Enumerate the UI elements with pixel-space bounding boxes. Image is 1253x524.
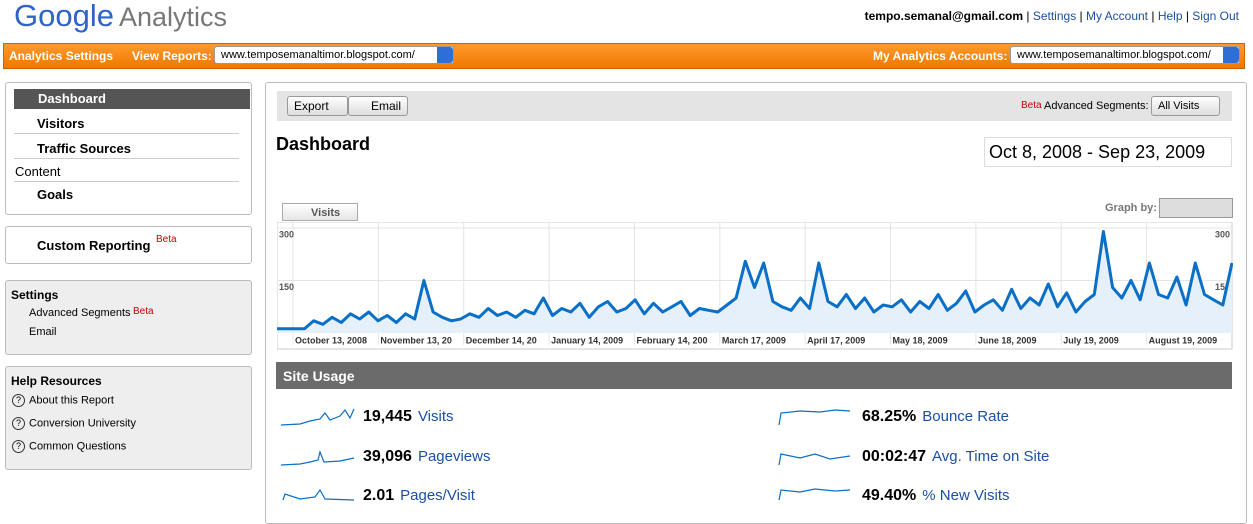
account-bar: tempo.semanal@gmail.com | Settings | My … bbox=[864, 9, 1239, 23]
metric-value: 19,445 bbox=[363, 408, 412, 425]
nav-dashboard[interactable]: Dashboard bbox=[14, 89, 250, 109]
metric: 2.01 Pages/Visit bbox=[363, 487, 475, 505]
visits-chart: October 13, 2008 November 13, 20 December … bbox=[277, 222, 1233, 350]
settings-title: Settings bbox=[11, 288, 59, 302]
help-item[interactable]: ? About this Report bbox=[12, 394, 114, 407]
metric-label[interactable]: Bounce Rate bbox=[922, 408, 1009, 425]
x-tick-label: May 18, 2009 bbox=[893, 335, 948, 345]
visits-tab[interactable]: Visits bbox=[282, 203, 358, 221]
help-label[interactable]: About this Report bbox=[29, 394, 114, 407]
metric-label[interactable]: Pages/Visit bbox=[400, 487, 475, 504]
x-tick-label: April 17, 2009 bbox=[807, 335, 865, 345]
graph-by-buttons[interactable] bbox=[1159, 198, 1233, 218]
custom-reporting[interactable]: Custom Reporting bbox=[37, 238, 151, 253]
nav-goals[interactable]: Goals bbox=[37, 187, 74, 202]
metric: 00:02:47 Avg. Time on Site bbox=[862, 448, 1049, 466]
accounts-label: My Analytics Accounts: bbox=[873, 49, 1008, 63]
beta-tag: Beta bbox=[156, 234, 177, 245]
date-range[interactable]: Oct 8, 2008 - Sep 23, 2009 bbox=[984, 137, 1232, 167]
email-link[interactable]: Email bbox=[29, 326, 57, 338]
sign-out-link[interactable]: Sign Out bbox=[1192, 9, 1239, 23]
metric-label[interactable]: Avg. Time on Site bbox=[932, 448, 1050, 465]
advanced-segments-label: Advanced Segments: bbox=[1044, 100, 1149, 112]
my-account-link[interactable]: My Account bbox=[1085, 9, 1149, 23]
y-tick-label: 300 bbox=[279, 229, 294, 239]
x-tick-label: July 19, 2009 bbox=[1063, 335, 1119, 345]
help-title: Help Resources bbox=[11, 374, 102, 388]
site-usage-bar bbox=[276, 362, 1232, 389]
metric: 49.40% % New Visits bbox=[862, 487, 1010, 505]
logo-analytics: Analytics bbox=[119, 2, 228, 32]
metric-label[interactable]: % New Visits bbox=[922, 487, 1010, 504]
metric: 19,445 Visits bbox=[363, 408, 454, 426]
metric-value: 39,096 bbox=[363, 448, 412, 465]
segment-select[interactable]: All Visits bbox=[1151, 96, 1221, 116]
divider bbox=[14, 181, 239, 182]
site-usage-title: Site Usage bbox=[283, 368, 355, 384]
toolbar bbox=[277, 91, 1232, 121]
x-tick-label: January 14, 2009 bbox=[551, 335, 623, 345]
help-item[interactable]: ? Conversion University bbox=[12, 417, 136, 430]
metric-value: 00:02:47 bbox=[862, 448, 927, 465]
chart-layer: October 13, 2008 November 13, 20 December … bbox=[277, 222, 1233, 345]
analytics-settings[interactable]: Analytics Settings bbox=[9, 49, 114, 63]
area bbox=[277, 231, 1232, 333]
email-button[interactable]: Email bbox=[348, 96, 409, 116]
accounts-select[interactable]: www.temposemanaltimor.blogspot.com/ bbox=[1010, 46, 1240, 64]
help-box bbox=[5, 366, 252, 470]
nav-traffic-sources[interactable]: Traffic Sources bbox=[37, 141, 131, 156]
x-tick-label: October 13, 2008 bbox=[295, 335, 367, 345]
help-label[interactable]: Common Questions bbox=[29, 440, 127, 453]
y-tick-label: 300 bbox=[1215, 229, 1230, 239]
metric-value: 49.40% bbox=[862, 487, 917, 504]
x-tick-label: December 14, 20 bbox=[466, 335, 537, 345]
line bbox=[277, 230, 1233, 331]
divider bbox=[14, 133, 239, 134]
view-reports-select[interactable]: www.temposemanaltimor.blogspot.com/ bbox=[214, 46, 454, 64]
beta-tag: Beta bbox=[133, 306, 154, 317]
export-button[interactable]: Export bbox=[287, 96, 348, 116]
y-tick-label: 150 bbox=[279, 282, 294, 292]
advanced-segments-link[interactable]: Advanced Segments bbox=[29, 307, 131, 319]
nav-content[interactable]: Content bbox=[15, 164, 61, 179]
help-item[interactable]: ? Common Questions bbox=[12, 440, 126, 453]
help-link[interactable]: Help bbox=[1157, 9, 1183, 23]
metric-label[interactable]: Pageviews bbox=[417, 448, 491, 465]
nav-visitors[interactable]: Visitors bbox=[37, 116, 85, 131]
settings-link[interactable]: Settings bbox=[1032, 9, 1077, 23]
x-tick-label: June 18, 2009 bbox=[978, 335, 1037, 345]
x-tick-label: November 13, 20 bbox=[380, 335, 452, 345]
report-title: Dashboard bbox=[276, 134, 371, 154]
metric-value: 2.01 bbox=[363, 487, 395, 504]
metric-value: 68.25% bbox=[862, 408, 917, 425]
divider bbox=[14, 158, 239, 159]
metric: 39,096 Pageviews bbox=[363, 448, 490, 466]
x-tick-label: August 19, 2009 bbox=[1149, 335, 1218, 345]
logo-google: Google bbox=[14, 0, 114, 33]
x-tick-label: February 14, 200 bbox=[636, 335, 707, 345]
graph-by-label: Graph by: bbox=[1105, 202, 1157, 214]
metric-label[interactable]: Visits bbox=[417, 408, 454, 425]
y-tick-label: 150 bbox=[1215, 282, 1230, 292]
custom-reporting-box bbox=[5, 226, 252, 264]
help-label[interactable]: Conversion University bbox=[29, 417, 136, 430]
x-tick-label: March 17, 2009 bbox=[722, 335, 786, 345]
view-reports-label: View Reports: bbox=[132, 49, 212, 63]
beta-tag: Beta bbox=[1021, 100, 1042, 111]
user-email: tempo.semanal@gmail.com bbox=[864, 9, 1024, 23]
metric: 68.25% Bounce Rate bbox=[862, 408, 1009, 426]
settings-box bbox=[5, 280, 252, 355]
